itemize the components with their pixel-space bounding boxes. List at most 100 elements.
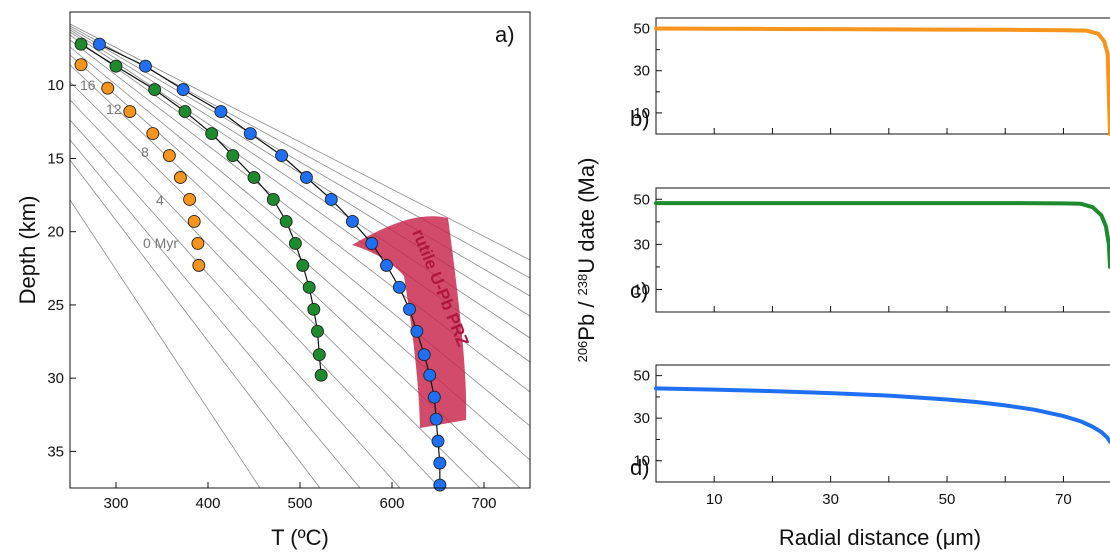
series-2-point bbox=[345, 214, 359, 228]
x-tick-label-a: 500 bbox=[287, 495, 312, 512]
series-1-point bbox=[314, 368, 328, 382]
series-0-point bbox=[173, 171, 187, 184]
panel-d-date-profile: 10 30 50 10 30 50 70 bbox=[633, 364, 1110, 508]
date-profile-line bbox=[654, 386, 1110, 444]
series-1-point bbox=[311, 324, 324, 338]
series-2-point bbox=[403, 302, 416, 316]
series-1-point bbox=[307, 302, 321, 316]
series-1-point bbox=[247, 171, 261, 184]
isotherm-line bbox=[69, 23, 531, 261]
x-axis-title-radial: Radial distance (μm) bbox=[779, 525, 981, 550]
panel-c-date-profile: 10 30 50 bbox=[633, 187, 1110, 313]
series-2-point bbox=[275, 149, 289, 162]
series-0-point bbox=[123, 105, 137, 119]
series-0-point bbox=[101, 81, 115, 95]
y-tick-label: 30 bbox=[633, 236, 650, 253]
x-tick-label-a: 400 bbox=[195, 495, 220, 512]
x-axis-title-a: T (ºC) bbox=[271, 525, 329, 550]
panel-label-b: b) bbox=[630, 106, 650, 131]
series-2-point bbox=[243, 127, 257, 141]
y-tick-label: 10 bbox=[633, 105, 650, 122]
isotherm-line bbox=[69, 119, 401, 489]
x-tick-label: 10 bbox=[706, 491, 723, 508]
y-title-pb-text: Pb / bbox=[574, 295, 599, 340]
series-2-point bbox=[176, 83, 190, 97]
y-tick-label: 30 bbox=[633, 63, 650, 80]
series-1-point bbox=[266, 193, 280, 206]
y-axis-title-a: Depth (km) bbox=[15, 196, 40, 305]
panel-a-temperature-depth: 300 400 500 600 700 10 15 20 25 30 35 a) T (ºC) De… bbox=[15, 11, 531, 550]
y-title-u238-superscript: 238 bbox=[575, 274, 590, 296]
isotherm-lines bbox=[69, 23, 531, 489]
series-2-point bbox=[392, 280, 406, 294]
plot-frame bbox=[655, 17, 1110, 135]
series-2-point bbox=[365, 236, 379, 250]
series-2-point bbox=[431, 434, 445, 448]
isotherm-label-0-myr: 0 Myr bbox=[143, 235, 178, 251]
series-2-point bbox=[417, 348, 431, 362]
rutile-prz-band bbox=[352, 216, 467, 428]
series-0-point bbox=[192, 258, 206, 272]
plot-frame bbox=[655, 364, 1110, 483]
y-tick-label-a: 20 bbox=[47, 224, 64, 241]
plot-frame bbox=[655, 187, 1110, 313]
x-tick-label: 50 bbox=[939, 491, 956, 508]
series-1-point bbox=[296, 258, 310, 272]
isotherm-line bbox=[69, 139, 361, 489]
series-1-point bbox=[148, 83, 162, 97]
temperature-depth-series bbox=[74, 37, 447, 492]
series-0-point bbox=[183, 193, 197, 206]
isotherm-label-12: 12 bbox=[106, 101, 122, 117]
y-tick-label-a: 30 bbox=[47, 370, 64, 387]
series-1-point bbox=[302, 280, 316, 294]
series-2-point bbox=[214, 105, 228, 119]
series-1-connector-line bbox=[80, 43, 322, 376]
y-tick-label-a: 25 bbox=[47, 297, 64, 314]
series-2-point bbox=[433, 456, 447, 470]
series-2-point bbox=[410, 324, 424, 338]
series-0-point bbox=[191, 236, 205, 250]
isotherm-line bbox=[69, 31, 531, 339]
date-profile-line bbox=[654, 26, 1110, 136]
y-title-pb206-superscript: 206 bbox=[575, 341, 590, 363]
isotherm-label-4: 4 bbox=[156, 192, 164, 208]
panel-b-date-profile: 10 30 50 bbox=[633, 17, 1110, 136]
date-profile-line bbox=[654, 201, 1110, 269]
series-2-point bbox=[429, 412, 443, 426]
isotherm-line bbox=[69, 99, 441, 489]
series-0-point bbox=[74, 58, 88, 72]
series-2-point bbox=[423, 368, 437, 382]
x-tick-label-a: 300 bbox=[103, 495, 128, 512]
series-1-point bbox=[288, 236, 302, 250]
y-tick-label: 50 bbox=[633, 191, 650, 208]
y-title-u-date-text: U date (Ma) bbox=[574, 158, 599, 274]
isotherm-label-16: 16 bbox=[80, 77, 96, 93]
y-axis-title-date: 206Pb / 238U date (Ma) bbox=[574, 158, 599, 363]
y-tick-label: 10 bbox=[633, 281, 650, 298]
series-2-point bbox=[92, 37, 106, 51]
x-tick-label-a: 600 bbox=[379, 495, 404, 512]
isotherm-line bbox=[69, 159, 321, 489]
x-tick-label: 30 bbox=[822, 491, 839, 508]
series-2-point bbox=[324, 193, 338, 206]
isotherm-line bbox=[69, 199, 261, 489]
series-1-point bbox=[205, 127, 219, 141]
y-tick-label-a: 15 bbox=[47, 150, 64, 167]
series-2-point bbox=[427, 390, 441, 404]
series-0-point bbox=[187, 214, 201, 228]
series-1-point bbox=[74, 37, 88, 51]
series-2-point bbox=[138, 59, 152, 73]
y-tick-label: 10 bbox=[633, 453, 650, 470]
panel-label-d: d) bbox=[630, 455, 650, 480]
series-0-point bbox=[146, 127, 160, 141]
series-2-point bbox=[380, 258, 393, 272]
isotherm-line bbox=[69, 27, 531, 297]
series-2-point bbox=[299, 171, 313, 184]
y-tick-label: 30 bbox=[633, 410, 650, 427]
series-0-point bbox=[162, 149, 176, 162]
series-2-point bbox=[433, 478, 447, 492]
series-1-point bbox=[226, 149, 240, 162]
panel-label-c: c) bbox=[630, 278, 648, 303]
y-tick-label-a: 10 bbox=[47, 77, 64, 94]
isotherm-line bbox=[69, 81, 481, 489]
